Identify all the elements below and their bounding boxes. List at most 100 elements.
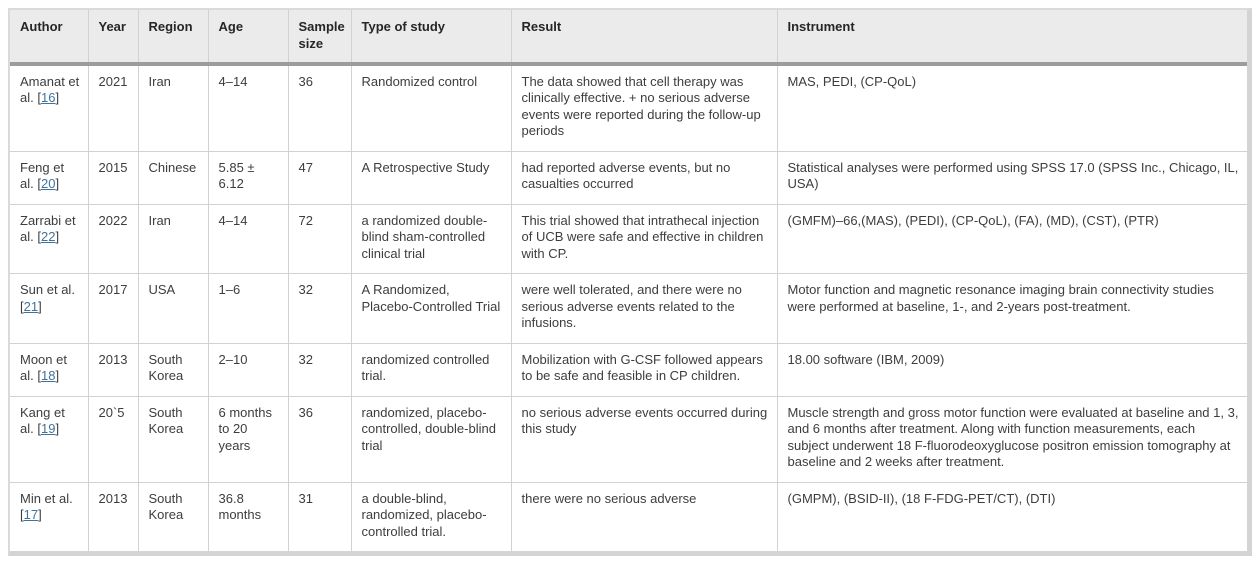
table-row: Kang et al. [19] 20`5 South Korea 6 months … <box>10 395 1247 483</box>
cell-age: 36.8 months <box>207 481 288 552</box>
cell-author: Min et al. [17] <box>10 481 88 552</box>
citation-link[interactable]: 18 <box>40 368 56 384</box>
column-header-region: Region <box>137 10 208 64</box>
citation-bracket-close: ] <box>55 90 60 106</box>
cell-region: Iran <box>137 63 208 152</box>
cell-sample_size: 32 <box>287 342 351 397</box>
cell-year: 2013 <box>87 481 138 552</box>
cell-sample_size: 36 <box>287 395 351 483</box>
author-name: Feng et al. <box>20 159 65 192</box>
cell-year: 20`5 <box>87 395 138 483</box>
citation-bracket-close: ] <box>38 298 42 314</box>
cell-result: The data showed that cell therapy was cl… <box>510 63 777 152</box>
cell-result: there were no serious adverse <box>510 481 777 552</box>
cell-result: This trial showed that intrathecal injec… <box>510 203 777 274</box>
citation-link[interactable]: 21 <box>23 298 39 314</box>
table-header: Author Year Region Age Sample size Type of st… <box>10 10 1247 64</box>
citation-bracket-open: [ <box>37 368 41 384</box>
citation-bracket-close: ] <box>55 368 60 384</box>
cell-region: Chinese <box>137 150 208 205</box>
citation-bracket-open: [ <box>37 421 41 437</box>
studies-table-container: Author Year Region Age Sample size Type of st… <box>8 8 1252 557</box>
column-header-type_of_study: Type of study <box>350 10 511 64</box>
cell-instrument: Motor function and magnetic resonance im… <box>776 273 1247 344</box>
cell-result: had reported adverse events, but no casu… <box>510 150 777 205</box>
column-header-author: Author <box>20 19 63 34</box>
citation-bracket-close: ] <box>38 507 42 523</box>
cell-year: 2021 <box>87 63 138 152</box>
citation-bracket-open: [ <box>20 298 24 314</box>
cell-author: Feng et al. [20] <box>10 150 88 205</box>
author-name: Zarrabi et al. <box>20 212 76 245</box>
table-row: Amanat et al. [16] 2021 Iran 4–14 36 Randomiz… <box>10 63 1247 152</box>
cell-type_of_study: randomized, placebo-controlled, double-b… <box>350 395 511 483</box>
citation-bracket-close: ] <box>55 229 60 245</box>
cell-region: South Korea <box>137 342 208 397</box>
cell-sample_size: 72 <box>287 203 351 274</box>
cell-author: Sun et al. [21] <box>10 273 88 344</box>
table-row: Min et al. [17] 2013 South Korea 36.8 month… <box>10 481 1247 552</box>
column-header-year: Year <box>87 10 138 64</box>
cell-result: no serious adverse events occurred durin… <box>510 395 777 483</box>
author-name: Moon et al. <box>20 351 67 384</box>
cell-sample_size: 36 <box>287 63 351 152</box>
cell-sample_size: 31 <box>287 481 351 552</box>
author-name: Sun et al. <box>20 282 75 298</box>
cell-age: 4–14 <box>207 203 288 274</box>
cell-year: 2015 <box>87 150 138 205</box>
citation-link[interactable]: 16 <box>40 90 56 106</box>
cell-age: 1–6 <box>207 273 288 344</box>
author-name: Min et al. <box>20 490 73 506</box>
cell-age: 6 months to 20 years <box>207 395 288 483</box>
author-name: Kang et al. <box>20 404 65 437</box>
cell-sample_size: 47 <box>287 150 351 205</box>
table-row: Zarrabi et al. [22] 2022 Iran 4–14 72 a rando… <box>10 203 1247 274</box>
citation-link[interactable]: 19 <box>40 421 56 437</box>
cell-result: were well tolerated, and there were no s… <box>510 273 777 344</box>
table-row: Moon et al. [18] 2013 South Korea 2–10 32 ran… <box>10 342 1247 397</box>
cell-year: 2022 <box>87 203 138 274</box>
table-row: Feng et al. [20] 2015 Chinese 5.85 ± 6.12 47… <box>10 150 1247 205</box>
studies-table: Author Year Region Age Sample size Type of st… <box>10 10 1247 552</box>
cell-region: Iran <box>137 203 208 274</box>
citation-link[interactable]: 20 <box>40 176 56 192</box>
citation-bracket-open: [ <box>37 229 41 245</box>
cell-author: Moon et al. [18] <box>10 342 88 397</box>
cell-age: 2–10 <box>207 342 288 397</box>
citation-bracket-open: [ <box>37 90 41 106</box>
cell-type_of_study: randomized controlled trial. <box>350 342 511 397</box>
cell-type_of_study: Randomized control <box>350 63 511 152</box>
header-row: Author Year Region Age Sample size Type of st… <box>10 10 1247 64</box>
cell-instrument: (GMFM)–66,(MAS), (PEDI), (CP-QoL), (FA),… <box>776 203 1247 274</box>
cell-region: South Korea <box>137 481 208 552</box>
cell-region: South Korea <box>137 395 208 483</box>
cell-age: 5.85 ± 6.12 <box>207 150 288 205</box>
column-header-age: Age <box>207 10 288 64</box>
cell-author: Amanat et al. [16] <box>10 64 88 152</box>
cell-type_of_study: A Randomized, Placebo-Controlled Trial <box>350 273 511 344</box>
cell-instrument: Muscle strength and gross motor function… <box>776 395 1247 483</box>
table-body: Amanat et al. [16] 2021 Iran 4–14 36 Randomiz… <box>10 63 1247 552</box>
cell-age: 4–14 <box>207 63 288 152</box>
column-header-sample_size: Sample size <box>287 10 351 64</box>
cell-instrument: MAS, PEDI, (CP-QoL) <box>776 63 1247 152</box>
author-name: Amanat et al. <box>20 73 80 106</box>
citation-link[interactable]: 22 <box>40 229 56 245</box>
table-row: Sun et al. [21] 2017 USA 1–6 32 A Randomized,… <box>10 273 1247 344</box>
cell-year: 2013 <box>87 342 138 397</box>
cell-author: Kang et al. [19] <box>10 395 88 483</box>
cell-instrument: Statistical analyses were performed usin… <box>776 150 1247 205</box>
cell-year: 2017 <box>87 273 138 344</box>
cell-type_of_study: A Retrospective Study <box>350 150 511 205</box>
citation-bracket-close: ] <box>55 176 60 192</box>
cell-instrument: 18.00 software (IBM, 2009) <box>776 342 1247 397</box>
cell-sample_size: 32 <box>287 273 351 344</box>
cell-instrument: (GMPM), (BSID-II), (18 F-FDG-PET/CT), (D… <box>776 481 1247 552</box>
citation-bracket-close: ] <box>55 421 60 437</box>
cell-author: Zarrabi et al. [22] <box>10 203 88 274</box>
cell-type_of_study: a double-blind, randomized, placebo-cont… <box>350 481 511 552</box>
citation-link[interactable]: 17 <box>23 507 39 523</box>
cell-result: Mobilization with G-CSF followed appears… <box>510 342 777 397</box>
cell-region: USA <box>137 273 208 344</box>
cell-type_of_study: a randomized double-blind sham-controlle… <box>350 203 511 274</box>
